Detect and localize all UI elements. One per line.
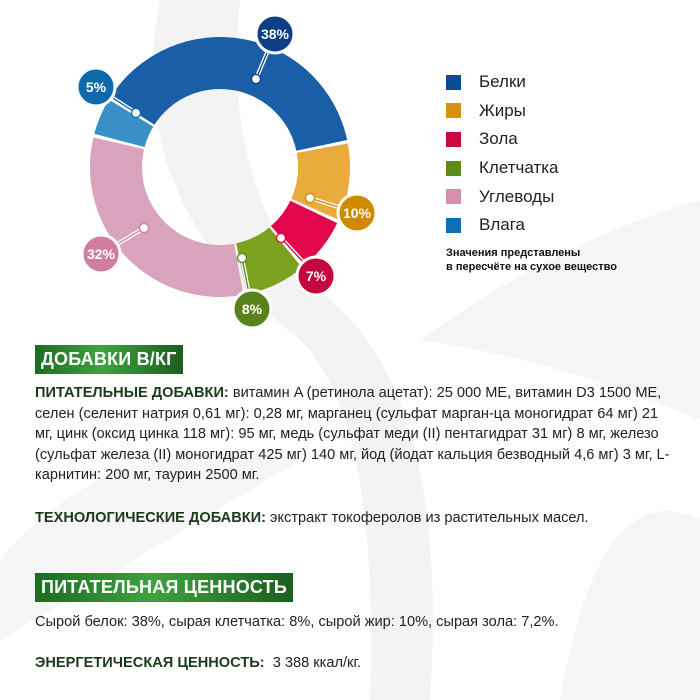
callout-label: 8% [242, 301, 263, 317]
legend-label: Влага [479, 215, 525, 235]
donut-svg: 38% 10% 7% 8% 32% 5% [75, 13, 378, 330]
legend-note-line2: в пересчёте на сухое вещество [446, 260, 617, 273]
callout-label: 38% [261, 26, 290, 42]
legend-item-carbs: Углеводы [446, 182, 617, 211]
slice-fiber [236, 227, 303, 295]
callout-label: 32% [87, 246, 116, 262]
legend-item-moisture: Влага [446, 211, 617, 240]
legend-label: Клетчатка [479, 158, 559, 178]
nutrition-banner: ПИТАТЕЛЬНАЯ ЦЕННОСТЬ [35, 573, 293, 602]
energy-label: ЭНЕРГЕТИЧЕСКАЯ ЦЕННОСТЬ: [35, 654, 265, 671]
legend-item-fiber: Клетчатка [446, 154, 617, 183]
callout-protein: 38% [250, 13, 296, 85]
technological-additives: ТЕХНОЛОГИЧЕСКИЕ ДОБАВКИ: экстракт токофе… [35, 508, 675, 529]
energy-value-text: 3 388 ккал/кг. [264, 654, 362, 671]
legend-label: Зола [479, 129, 518, 149]
technological-additives-text: экстракт токоферолов из растительных мас… [266, 509, 589, 526]
legend-item-ash: Зола [446, 125, 617, 154]
callout-fat: 10% [304, 192, 378, 234]
legend-item-protein: Белки [446, 68, 617, 97]
legend-label: Белки [479, 72, 526, 92]
slice-protein [110, 37, 348, 151]
slice-moisture [94, 99, 154, 148]
legend-swatch [446, 131, 461, 147]
legend-label: Жиры [479, 100, 526, 120]
legend-item-fat: Жиры [446, 97, 617, 126]
additives-banner: ДОБАВКИ В/КГ [35, 345, 183, 374]
legend-swatch [446, 103, 461, 119]
legend-swatch [446, 74, 461, 90]
nutritional-additives: ПИТАТЕЛЬНЫЕ ДОБАВКИ: витамин A (ретинола… [35, 383, 675, 486]
donut-chart: 38% 10% 7% 8% 32% 5% [0, 0, 420, 340]
nutrition-text: Сырой белок: 38%, сырая клетчатка: 8%, с… [35, 614, 559, 630]
legend-swatch [446, 189, 461, 205]
legend-note: Значения представлены в пересчёте на сух… [446, 246, 617, 274]
callout-label: 10% [343, 205, 372, 221]
legend-swatch [446, 217, 461, 233]
nutrition-section: ПИТАТЕЛЬНАЯ ЦЕННОСТЬ Сырой белок: 38%, с… [35, 573, 675, 673]
slice-ash [270, 200, 338, 266]
legend-swatch [446, 160, 461, 176]
slice-carbs [90, 137, 244, 297]
additives-section: ДОБАВКИ В/КГ ПИТАТЕЛЬНЫЕ ДОБАВКИ: витами… [35, 345, 675, 528]
callout-fiber: 8% [231, 252, 273, 330]
callout-carbs: 32% [80, 222, 150, 275]
callout-moisture: 5% [75, 66, 142, 119]
callout-label: 7% [306, 268, 327, 284]
chart-legend: Белки Жиры Зола Клетчатка Углеводы Влага… [446, 68, 617, 274]
technological-additives-label: ТЕХНОЛОГИЧЕСКИЕ ДОБАВКИ: [35, 509, 266, 526]
callout-label: 5% [86, 79, 107, 95]
legend-note-line1: Значения представлены [446, 246, 581, 259]
nutritional-additives-text: витамин A (ретинола ацетат): 25 000 МЕ, … [35, 385, 670, 483]
callout-ash: 7% [275, 232, 337, 297]
legend-label: Углеводы [479, 186, 555, 206]
nutritional-additives-label: ПИТАТЕЛЬНЫЕ ДОБАВКИ: [35, 385, 229, 401]
energy-value: ЭНЕРГЕТИЧЕСКАЯ ЦЕННОСТЬ: 3 388 ккал/кг. [35, 653, 675, 674]
